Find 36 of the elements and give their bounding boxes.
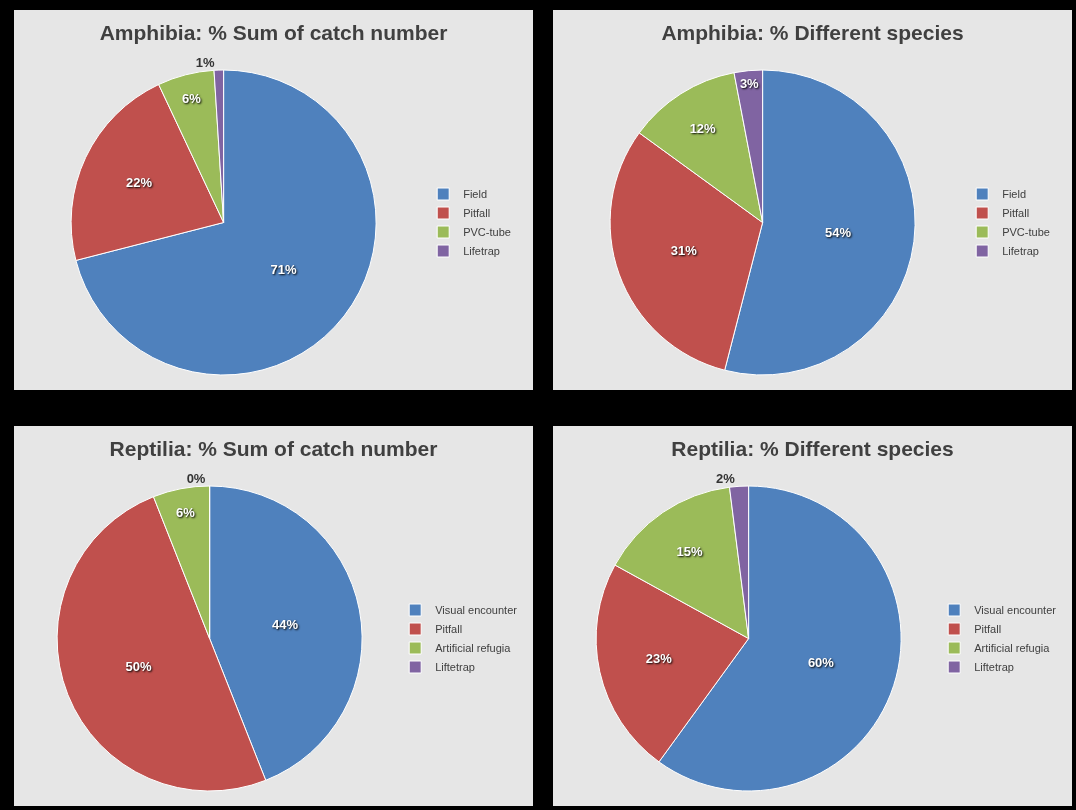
legend-label: Pitfall (974, 623, 1002, 636)
chart-title: Amphibia: % Different species (661, 20, 964, 44)
legend-label: PVC-tube (463, 226, 511, 239)
legend-label: Lifetrap (1002, 245, 1039, 258)
data-label: 2% (716, 471, 736, 487)
data-label: 22% (126, 175, 153, 191)
data-label: 6% (182, 90, 202, 106)
data-label: 6% (175, 504, 196, 520)
data-label: 60% (807, 654, 835, 670)
data-label: 31% (670, 243, 698, 259)
data-label: 44% (271, 616, 299, 632)
data-label: 15% (676, 544, 703, 560)
data-label: 71% (270, 261, 298, 277)
legend-label: Liftetrap (435, 661, 475, 674)
legend-label: PVC-tube (1002, 226, 1050, 239)
data-label: 50% (125, 659, 152, 675)
data-label: 23% (645, 651, 673, 667)
data-label: 54% (825, 224, 852, 240)
chart-title: Amphibia: % Sum of catch number (99, 20, 448, 44)
data-label: 3% (739, 76, 760, 92)
legend-label: Pitfall (435, 623, 463, 636)
chart-title: Reptilia: % Different species (671, 436, 954, 460)
legend-label: Artificial refugia (435, 642, 512, 655)
legend-label: Visual encounter (974, 604, 1057, 617)
data-label: 12% (689, 120, 717, 136)
data-label: 1% (195, 55, 216, 71)
legend-label: Artificial refugia (974, 642, 1051, 655)
legend-label: Lifetrap (463, 245, 500, 258)
legend-label: Pitfall (1002, 207, 1030, 220)
legend-label: Liftetrap (974, 661, 1014, 674)
text: 0% (186, 471, 206, 486)
legend-label: Field (463, 188, 488, 201)
legend-label: Pitfall (463, 207, 491, 220)
chart-title: Reptilia: % Sum of catch number (109, 436, 438, 460)
legend-label: Field (1002, 188, 1027, 201)
legend-label: Visual encounter (435, 604, 518, 617)
